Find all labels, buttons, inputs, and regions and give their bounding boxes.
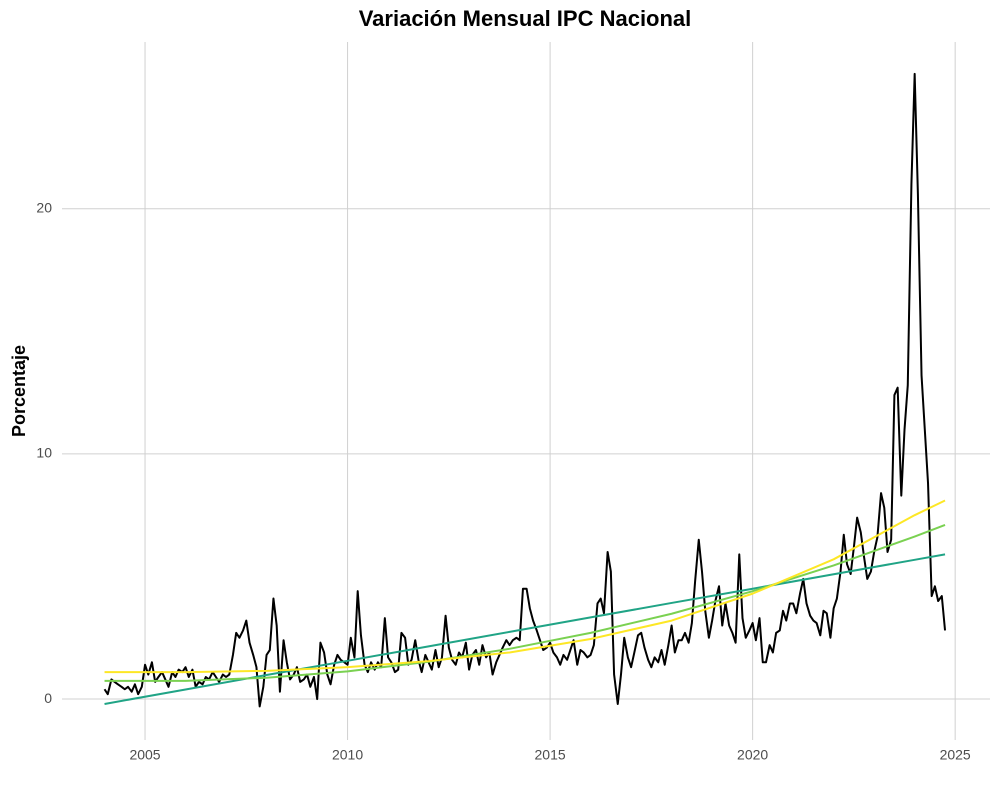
data-line	[103, 72, 947, 708]
y-axis-label: Porcentaje	[9, 345, 29, 437]
chart-title: Variación Mensual IPC Nacional	[359, 6, 692, 31]
data-line	[104, 524, 946, 682]
x-tick-label: 2025	[940, 747, 971, 763]
y-tick-label: 0	[44, 690, 52, 706]
y-tick-label: 20	[36, 199, 52, 215]
x-tick-label: 2015	[535, 747, 566, 763]
data-line	[104, 499, 946, 674]
x-tick-label: 2005	[129, 747, 160, 763]
y-tick-label: 10	[36, 445, 52, 461]
x-tick-label: 2010	[332, 747, 363, 763]
x-tick-label: 2020	[737, 747, 768, 763]
